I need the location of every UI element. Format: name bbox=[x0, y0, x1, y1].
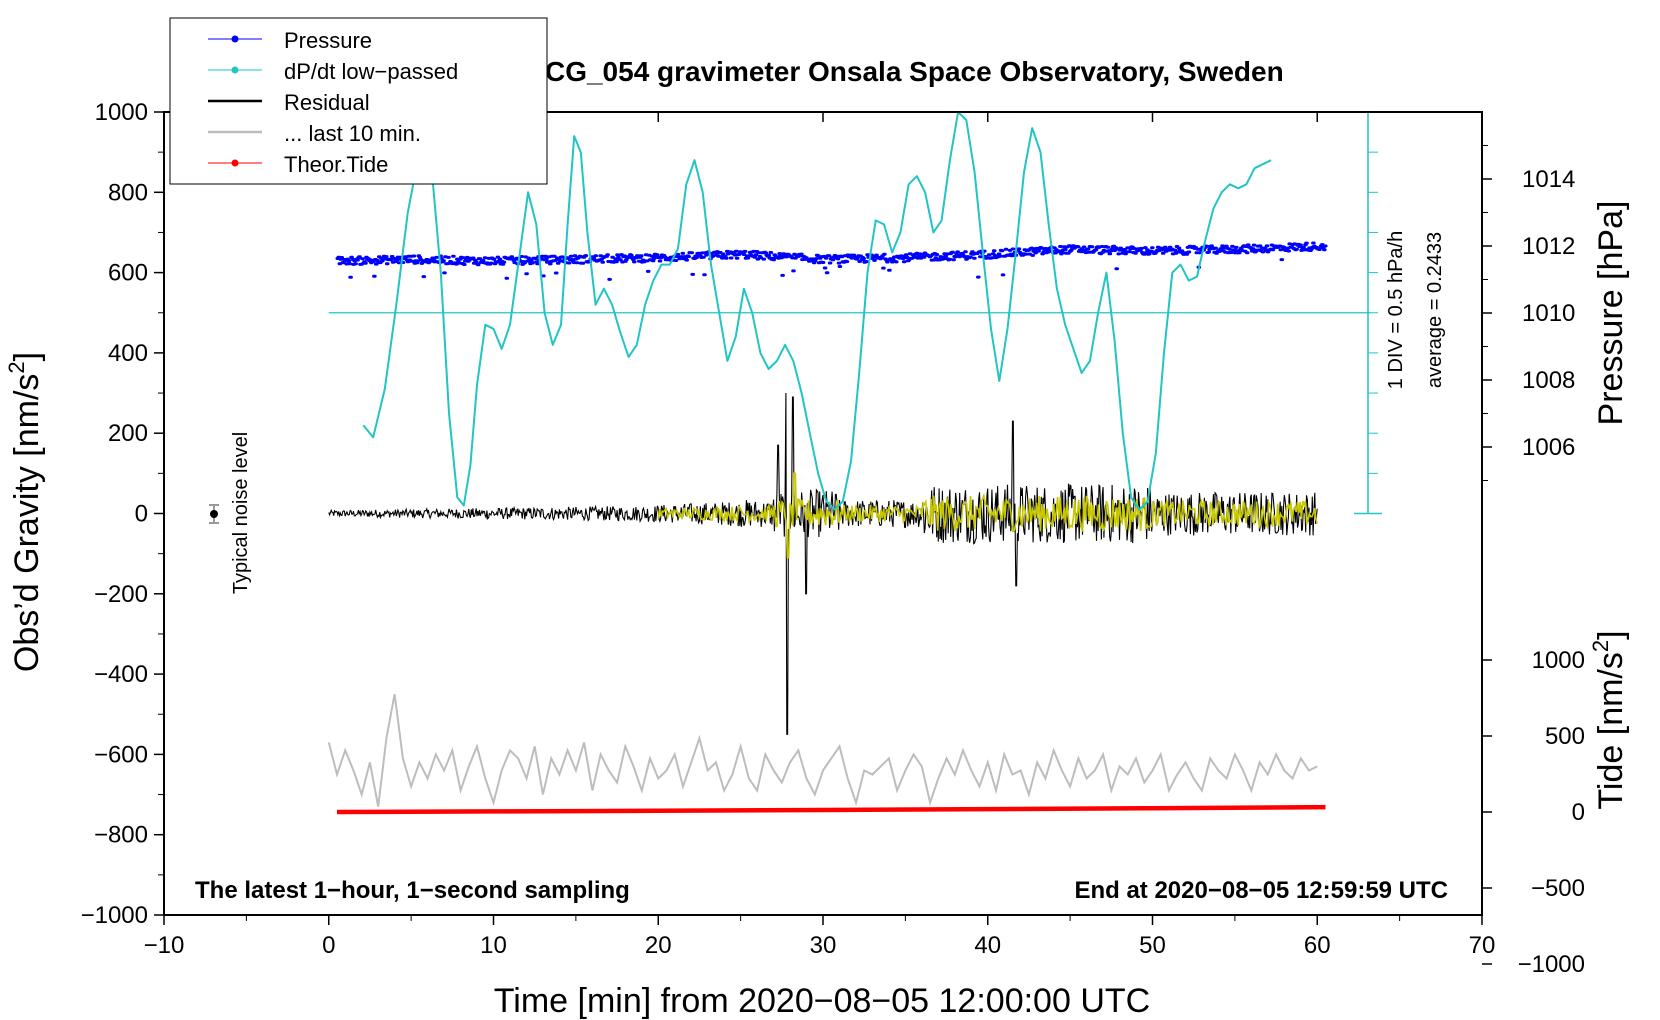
legend-label-dpdt: dP/dt low−passed bbox=[284, 59, 458, 84]
y-tick-label: −800 bbox=[94, 822, 148, 849]
dpdt-scale-label: 1 DIV = 0.5 hPa/h bbox=[1385, 231, 1407, 389]
pressure-tick-label: 1014 bbox=[1522, 166, 1575, 193]
noise-dot bbox=[210, 510, 218, 518]
bottom-trace bbox=[327, 694, 1318, 807]
residual-trace bbox=[328, 392, 1318, 735]
x-tick-label: 70 bbox=[1469, 932, 1496, 959]
legend-label-tide: Theor.Tide bbox=[284, 152, 388, 177]
y-tick-label: 0 bbox=[135, 501, 148, 528]
chart-title: SCG_054 gravimeter Onsala Space Observat… bbox=[526, 56, 1283, 87]
y-axis-label-pressure: Pressure [hPa] bbox=[1592, 201, 1630, 426]
tide-tick-label: 0 bbox=[1572, 799, 1585, 826]
legend-label-last10: ... last 10 min. bbox=[284, 121, 421, 146]
tide-tick-label: 1000 bbox=[1532, 647, 1585, 674]
y-tick-label: −1000 bbox=[81, 902, 148, 929]
x-tick-label: 30 bbox=[810, 932, 837, 959]
legend-dot-dpdt bbox=[231, 66, 239, 74]
x-axis-label: Time [min] from 2020−08−05 12:00:00 UTC bbox=[494, 982, 1150, 1020]
x-tick-label: 10 bbox=[480, 932, 507, 959]
pressure-tick-label: 1006 bbox=[1522, 434, 1575, 461]
footer-right-label: End at 2020−08−05 12:59:59 UTC bbox=[1074, 877, 1448, 904]
pressure-tick-label: 1008 bbox=[1522, 367, 1575, 394]
y-axis-label-left: Obs’d Gravity [nm/s2] bbox=[4, 352, 46, 672]
last10-trace bbox=[657, 472, 1318, 559]
y-tick-label: 400 bbox=[108, 340, 148, 367]
y-tick-label: −600 bbox=[94, 741, 148, 768]
y-tick-label: 1000 bbox=[95, 99, 148, 126]
footer-left-label: The latest 1−hour, 1−second sampling bbox=[195, 877, 630, 904]
legend-dot-tide bbox=[231, 159, 239, 167]
x-tick-label: 40 bbox=[974, 932, 1001, 959]
pressure-tick-label: 1012 bbox=[1522, 233, 1575, 260]
x-tick-label: 50 bbox=[1139, 932, 1166, 959]
legend-label-residual: Residual bbox=[284, 90, 370, 115]
legend: Pressure dP/dt low−passed Residual ... l… bbox=[169, 17, 548, 185]
x-tick-label: 0 bbox=[322, 932, 335, 959]
y-axis-label-tide: Tide [nm/s2] bbox=[1588, 630, 1630, 809]
noise-level-marker: Typical noise level bbox=[209, 432, 252, 594]
x-tick-label: 60 bbox=[1304, 932, 1331, 959]
x-tick-label: −10 bbox=[144, 932, 185, 959]
tide-tick-label: 500 bbox=[1545, 723, 1585, 750]
dpdt-trace bbox=[362, 111, 1272, 511]
y-tick-label: 200 bbox=[108, 420, 148, 447]
legend-label-pressure: Pressure bbox=[284, 28, 372, 53]
y-tick-label: 600 bbox=[108, 260, 148, 287]
data-traces bbox=[327, 111, 1370, 815]
dpdt-average-label: average = 0.2433 bbox=[1424, 232, 1446, 388]
tide-trace bbox=[336, 804, 1326, 815]
axes: −10 0 10 20 30 40 50 60 70 1000 800 600 400 200 0 −200 −… bbox=[81, 99, 1585, 978]
y-tick-label: −200 bbox=[94, 581, 148, 608]
tide-tick-label: −500 bbox=[1531, 875, 1585, 902]
x-tick-label: 20 bbox=[645, 932, 672, 959]
y-tick-label: 800 bbox=[108, 179, 148, 206]
pressure-trace bbox=[335, 241, 1328, 281]
tide-tick-label: −1000 bbox=[1518, 951, 1585, 978]
y-tick-label: −400 bbox=[94, 661, 148, 688]
pressure-tick-label: 1010 bbox=[1522, 300, 1575, 327]
legend-dot-pressure bbox=[231, 35, 239, 43]
plot-frame bbox=[163, 111, 1483, 916]
dpdt-scale-annotation: 1 DIV = 0.5 hPa/h average = 0.2433 bbox=[1385, 231, 1446, 389]
noise-level-label: Typical noise level bbox=[230, 432, 252, 594]
